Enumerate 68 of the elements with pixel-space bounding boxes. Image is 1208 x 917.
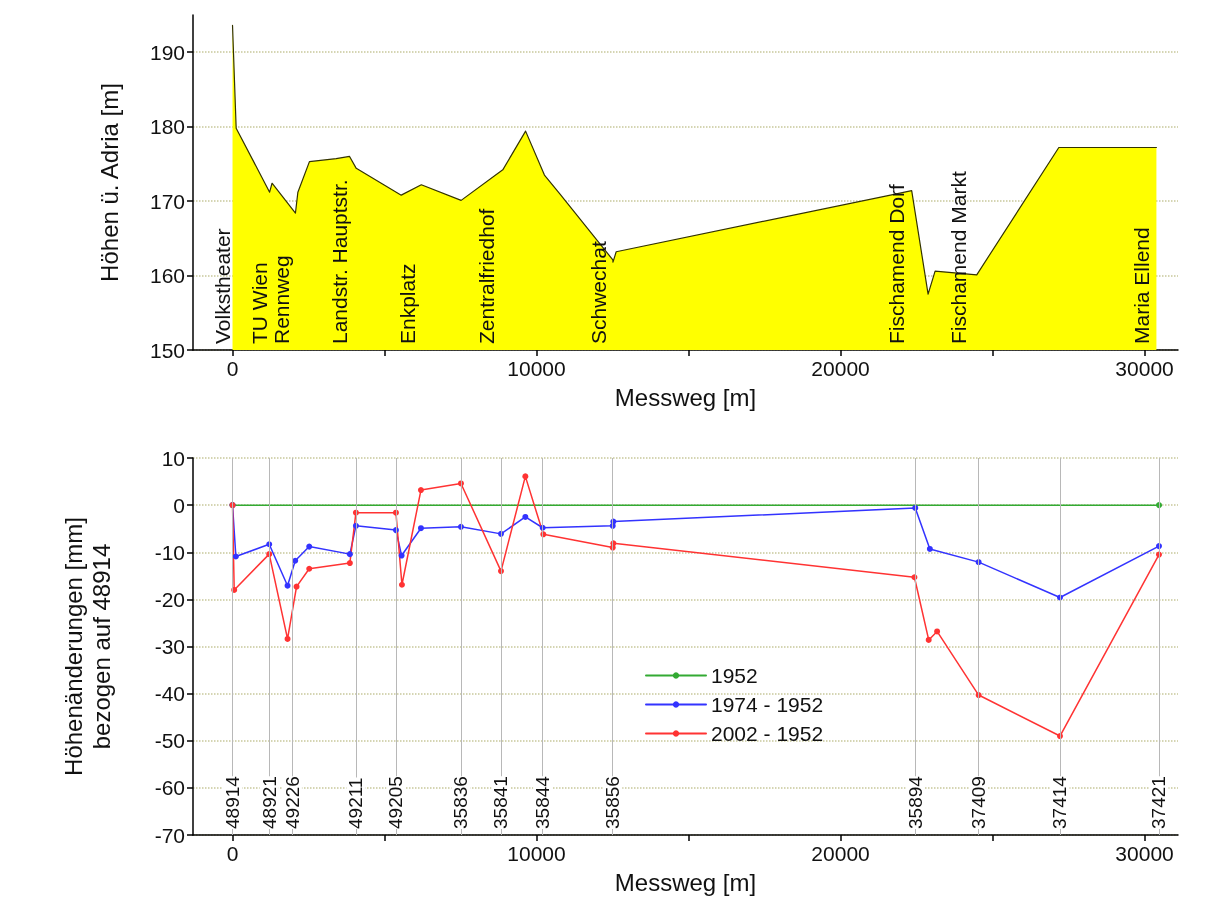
- y-tick-label: -60: [154, 776, 185, 800]
- y-tick-label: 160: [149, 264, 185, 288]
- legend-label: 1952: [711, 664, 758, 687]
- x-tick-label: 30000: [1115, 357, 1174, 380]
- x-axis-title: Messweg [m]: [614, 869, 757, 897]
- annotation: 35856: [602, 776, 624, 829]
- annotation: 35841: [490, 776, 512, 829]
- annotation: Fischamend Dorf: [884, 183, 908, 344]
- y-tick-label: -30: [154, 635, 185, 658]
- annotation: Enkplatz: [395, 263, 419, 344]
- annotation: TU Wien: [247, 262, 271, 344]
- x-tick-label: 0: [226, 357, 239, 380]
- y-tick-label: 190: [149, 40, 185, 64]
- x-tick-label: 20000: [811, 842, 870, 865]
- point: [934, 628, 941, 635]
- annotation: 49211: [345, 777, 367, 829]
- y-tick-label: -70: [154, 823, 185, 847]
- y-tick-label: 170: [149, 189, 185, 213]
- annotation: Fischamend Markt: [947, 171, 971, 344]
- legend-label: 1974 - 1952: [711, 693, 824, 716]
- y-axis-title: Höhen ü. Adria [m]: [95, 83, 123, 282]
- x-tick-label: 10000: [507, 842, 566, 865]
- annotation: 35894: [904, 775, 926, 829]
- annotation: 49205: [385, 776, 407, 829]
- point: [306, 543, 313, 550]
- annotation: 35844: [532, 775, 554, 829]
- point: [925, 636, 932, 643]
- point: [417, 487, 424, 494]
- x-tick-label: 10000: [507, 357, 566, 380]
- annotation: Maria Ellend: [1129, 227, 1153, 344]
- annotation: 35836: [450, 776, 472, 829]
- point: [346, 560, 353, 567]
- point: [926, 545, 933, 552]
- point: [398, 581, 405, 588]
- y-tick-label: -20: [154, 587, 185, 611]
- point: [522, 473, 529, 480]
- y-tick-label: 10: [161, 446, 185, 470]
- point: [284, 635, 291, 642]
- y-axis-title: Höhenänderungen [mm] bezogen auf 48914: [59, 517, 115, 776]
- x-tick-label: 0: [226, 842, 239, 865]
- point: [346, 551, 353, 558]
- point: [232, 553, 239, 560]
- x-axis-title: Messweg [m]: [614, 384, 757, 412]
- annotation: Volkstheater: [210, 228, 234, 344]
- y-tick-label: 0: [173, 493, 185, 517]
- x-tick-label: 20000: [811, 357, 870, 380]
- annotation: Zentralfriedhof: [474, 208, 498, 344]
- annotation: 48914: [222, 775, 244, 829]
- y-tick-label: 150: [149, 338, 185, 362]
- y-tick-label: 180: [149, 115, 185, 139]
- annotation: Rennweg: [270, 255, 294, 344]
- point: [306, 565, 313, 572]
- annotation: 37409: [968, 776, 990, 829]
- y-tick-label: -10: [154, 540, 185, 564]
- annotation: 37414: [1049, 775, 1071, 829]
- legend-label: 2002 - 1952: [711, 722, 824, 745]
- point: [292, 557, 299, 564]
- y-tick-label: -50: [154, 729, 185, 753]
- point: [417, 525, 424, 532]
- annotation: 49226: [281, 776, 303, 829]
- point: [522, 513, 529, 520]
- annotation: Schwechat: [586, 241, 610, 344]
- annotation: Landstr. Hauptstr.: [328, 179, 352, 344]
- annotation: 48921: [258, 776, 280, 829]
- y-tick-label: -40: [154, 682, 185, 706]
- x-tick-label: 30000: [1115, 842, 1174, 865]
- point: [398, 552, 405, 559]
- annotation: 37421: [1148, 776, 1170, 829]
